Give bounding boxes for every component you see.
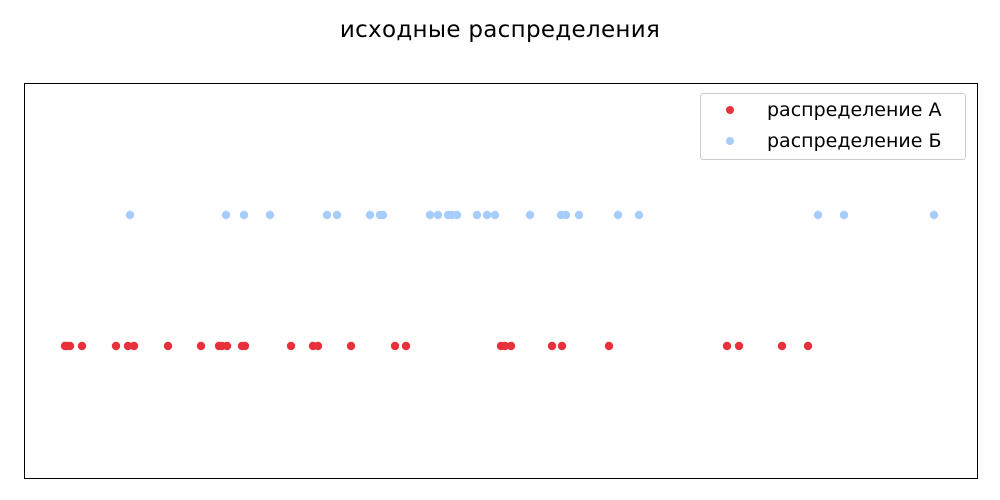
point-b <box>365 210 375 220</box>
point-a <box>401 341 411 351</box>
point-b <box>425 210 435 220</box>
chart-title: исходные распределения <box>339 17 661 43</box>
point-b <box>239 210 249 220</box>
legend-item-b: распределение Б <box>701 127 965 155</box>
point-a <box>286 341 296 351</box>
point-a <box>123 341 133 351</box>
point-a <box>547 341 557 351</box>
point-a <box>346 341 356 351</box>
point-b <box>634 210 644 220</box>
point-a <box>390 341 400 351</box>
point-b <box>813 210 823 220</box>
point-b <box>221 210 231 220</box>
legend-marker-a <box>726 106 734 114</box>
point-b <box>322 210 332 220</box>
point-a <box>111 341 121 351</box>
point-a <box>240 341 250 351</box>
point-a <box>65 341 75 351</box>
point-b <box>525 210 535 220</box>
point-b <box>613 210 623 220</box>
point-a <box>777 341 787 351</box>
points-layer <box>60 210 939 351</box>
point-a <box>722 341 732 351</box>
point-b <box>433 210 443 220</box>
legend-label-b: распределение Б <box>767 130 942 152</box>
point-a <box>163 341 173 351</box>
point-a <box>196 341 206 351</box>
point-a <box>604 341 614 351</box>
point-a <box>734 341 744 351</box>
point-b <box>125 210 135 220</box>
point-b <box>561 210 571 220</box>
point-b <box>929 210 939 220</box>
point-b <box>839 210 849 220</box>
legend-item-a: распределение А <box>701 96 965 124</box>
point-b <box>378 210 388 220</box>
point-a <box>222 341 232 351</box>
point-a <box>313 341 323 351</box>
legend-label-a: распределение А <box>767 99 942 121</box>
point-b <box>490 210 500 220</box>
point-b <box>472 210 482 220</box>
point-a <box>129 341 139 351</box>
legend-marker-b <box>726 137 734 145</box>
point-b <box>265 210 275 220</box>
point-b <box>332 210 342 220</box>
point-a <box>500 341 510 351</box>
point-a <box>557 341 567 351</box>
point-b <box>482 210 492 220</box>
point-a <box>506 341 516 351</box>
point-b <box>452 210 462 220</box>
point-b <box>574 210 584 220</box>
point-a <box>803 341 813 351</box>
point-a <box>77 341 87 351</box>
legend: распределение А распределение Б <box>700 93 966 160</box>
